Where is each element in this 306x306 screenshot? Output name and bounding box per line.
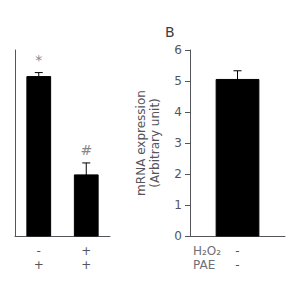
svg-text:H₂O₂: H₂O₂ <box>193 244 221 258</box>
svg-text:0: 0 <box>174 229 182 243</box>
svg-text:PAE: PAE <box>193 258 215 272</box>
svg-text:B: B <box>165 24 175 40</box>
svg-text:5: 5 <box>174 74 182 88</box>
svg-text:+: + <box>81 258 91 272</box>
svg-text:(Arbitrary unit): (Arbitrary unit) <box>148 98 162 188</box>
svg-text:+: + <box>81 244 91 258</box>
svg-text:#: # <box>80 142 92 158</box>
svg-text:4: 4 <box>174 105 182 119</box>
svg-text:-: - <box>37 244 41 258</box>
svg-text:-: - <box>235 258 239 272</box>
svg-text:mRNA expression: mRNA expression <box>134 90 148 196</box>
svg-text:6: 6 <box>174 43 182 57</box>
svg-text:3: 3 <box>174 136 182 150</box>
svg-text:2: 2 <box>174 167 182 181</box>
svg-text:-: - <box>235 244 239 258</box>
svg-text:1: 1 <box>174 198 182 212</box>
svg-text:*: * <box>35 52 42 68</box>
svg-text:+: + <box>34 258 44 272</box>
